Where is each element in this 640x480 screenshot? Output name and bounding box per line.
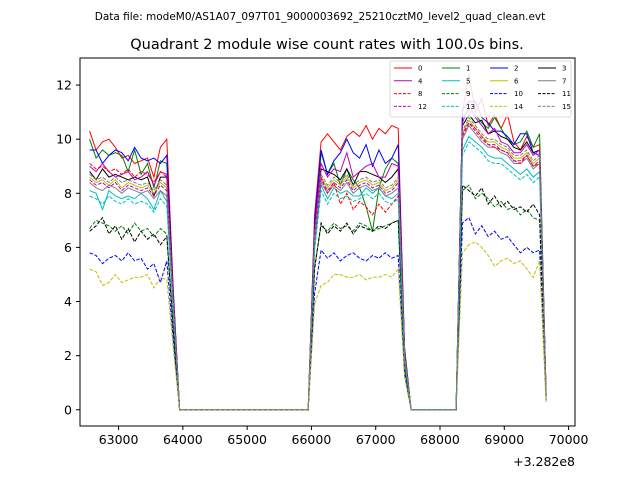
series-line-13 [89, 141, 547, 411]
x-tick-label: 66000 [292, 432, 332, 447]
legend-label-11: 11 [562, 90, 571, 98]
series-line-4 [89, 102, 547, 411]
series-line-6 [89, 119, 547, 411]
x-tick-label: 68000 [420, 432, 460, 447]
legend-label-9: 9 [466, 90, 470, 98]
series-line-1 [89, 108, 547, 411]
series-line-11 [89, 184, 547, 411]
series-line-5 [89, 135, 547, 411]
y-tick-label: 12 [56, 78, 72, 93]
series-line-8 [89, 122, 547, 411]
y-tick-label: 0 [64, 402, 72, 417]
legend-label-8: 8 [418, 90, 422, 98]
legend-label-13: 13 [466, 103, 475, 111]
legend-label-2: 2 [514, 65, 518, 73]
x-tick-label: 69000 [484, 432, 524, 447]
y-tick-label: 6 [64, 240, 72, 255]
legend-label-4: 4 [418, 77, 423, 85]
series-line-14 [89, 241, 547, 411]
x-tick-label: 70000 [549, 432, 589, 447]
series-line-15 [89, 116, 547, 411]
series-line-2 [89, 100, 547, 411]
legend-label-7: 7 [562, 77, 566, 85]
x-tick-label: 65000 [227, 432, 267, 447]
series-line-7 [89, 124, 547, 411]
legend-label-12: 12 [418, 103, 427, 111]
series-line-9 [89, 184, 547, 411]
legend-label-3: 3 [562, 65, 566, 73]
x-tick-label: 64000 [163, 432, 203, 447]
y-tick-label: 2 [64, 348, 72, 363]
x-axis: 63000 64000 65000 66000 67000 68000 69000 70000 [99, 426, 589, 447]
x-offset-label: +3.282e8 [513, 454, 575, 469]
legend-label-0: 0 [418, 65, 422, 73]
y-tick-label: 8 [64, 186, 72, 201]
legend-label-15: 15 [562, 103, 571, 111]
chart-title: Quadrant 2 module wise count rates with … [130, 37, 524, 53]
x-tick-label: 63000 [99, 432, 139, 447]
legend-label-5: 5 [466, 77, 470, 85]
y-axis: 0 2 4 6 8 10 12 [56, 78, 80, 417]
series-line-12 [89, 121, 547, 411]
x-tick-label: 67000 [356, 432, 396, 447]
series-layer [89, 74, 547, 411]
legend-label-1: 1 [466, 65, 470, 73]
legend-label-6: 6 [514, 77, 519, 85]
supertitle: Data file: modeM0/AS1A07_097T01_90000036… [95, 11, 546, 23]
plot-area-frame [79, 57, 576, 427]
series-line-0 [89, 74, 547, 411]
y-tick-label: 4 [64, 294, 72, 309]
legend-label-14: 14 [514, 103, 523, 111]
series-line-10 [89, 216, 547, 411]
y-tick-label: 10 [56, 132, 72, 147]
legend-label-10: 10 [514, 90, 523, 98]
legend-box [389, 60, 572, 118]
